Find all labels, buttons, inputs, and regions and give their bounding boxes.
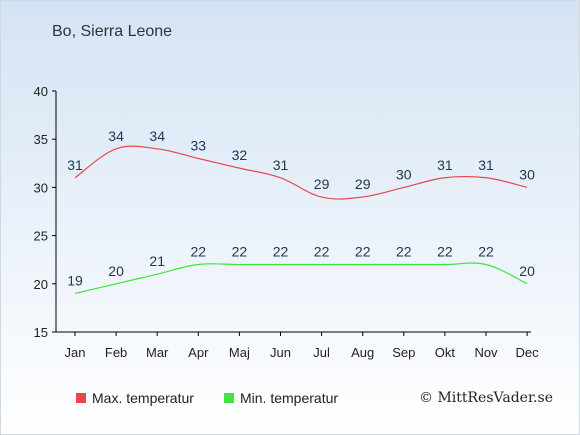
y-tick-label: 35 — [34, 132, 48, 147]
x-tick-label: Feb — [105, 345, 127, 360]
min-data-label: 22 — [314, 244, 330, 260]
y-tick-label: 40 — [34, 84, 48, 99]
min-data-label: 20 — [519, 263, 535, 279]
max-data-label: 33 — [191, 137, 207, 153]
min-data-label: 21 — [149, 253, 165, 269]
min-data-label: 22 — [355, 244, 371, 260]
x-tick-label: Okt — [435, 345, 456, 360]
y-tick-label: 25 — [34, 229, 48, 244]
max-data-label: 31 — [478, 157, 494, 173]
max-data-label: 29 — [314, 176, 330, 192]
x-tick-label: Apr — [188, 345, 209, 360]
legend-min: Min. temperatur — [224, 390, 338, 406]
max-data-label: 34 — [108, 128, 124, 144]
legend-min-label: Min. temperatur — [240, 390, 339, 406]
credit-text: © MittResVader.se — [419, 390, 554, 406]
legend-min-swatch — [224, 393, 234, 403]
x-tick-label: Dec — [516, 345, 540, 360]
max-data-label: 31 — [273, 157, 289, 173]
max-data-label: 29 — [355, 176, 371, 192]
legend-max: Max. temperatur — [76, 390, 194, 406]
x-tick-label: Jun — [270, 345, 291, 360]
chart-title: Bo, Sierra Leone — [52, 23, 173, 40]
max-data-label: 30 — [396, 166, 412, 182]
min-temperature-line — [74, 262, 528, 295]
y-tick-label: 30 — [34, 180, 48, 195]
max-data-label: 32 — [232, 147, 248, 163]
max-temperature-line — [74, 145, 528, 200]
y-tick-label: 15 — [34, 325, 48, 340]
min-data-label: 22 — [396, 244, 412, 260]
legend-max-swatch — [76, 393, 86, 403]
min-data-label: 22 — [191, 244, 207, 260]
legend-max-label: Max. temperatur — [92, 390, 194, 406]
x-tick-label: Jul — [313, 345, 330, 360]
min-data-label: 22 — [273, 244, 289, 260]
data-labels: 31 34 34 33 32 31 29 29 30 31 31 30 19 20 21 22 22 22 22 22… — [67, 128, 535, 289]
x-tick-label: Maj — [229, 345, 250, 360]
y-tick-label: 20 — [34, 277, 48, 292]
series-lines — [74, 145, 528, 295]
x-tick-label: Nov — [474, 345, 498, 360]
x-tick-label: Sep — [392, 345, 415, 360]
axes: 15 20 25 30 35 40 Jan Feb Mar Apr Maj Jun Jul Aug Sep O… — [34, 84, 540, 360]
x-tick-label: Jan — [65, 345, 86, 360]
max-data-label: 30 — [519, 166, 535, 182]
min-data-label: 22 — [437, 244, 453, 260]
x-tick-label: Aug — [351, 345, 374, 360]
max-data-label: 31 — [67, 157, 83, 173]
min-data-label: 19 — [67, 272, 83, 288]
max-data-label: 31 — [437, 157, 453, 173]
x-tick-label: Mar — [146, 345, 169, 360]
min-data-label: 22 — [478, 244, 494, 260]
min-data-label: 20 — [108, 263, 124, 279]
max-data-label: 34 — [149, 128, 165, 144]
min-data-label: 22 — [232, 244, 248, 260]
